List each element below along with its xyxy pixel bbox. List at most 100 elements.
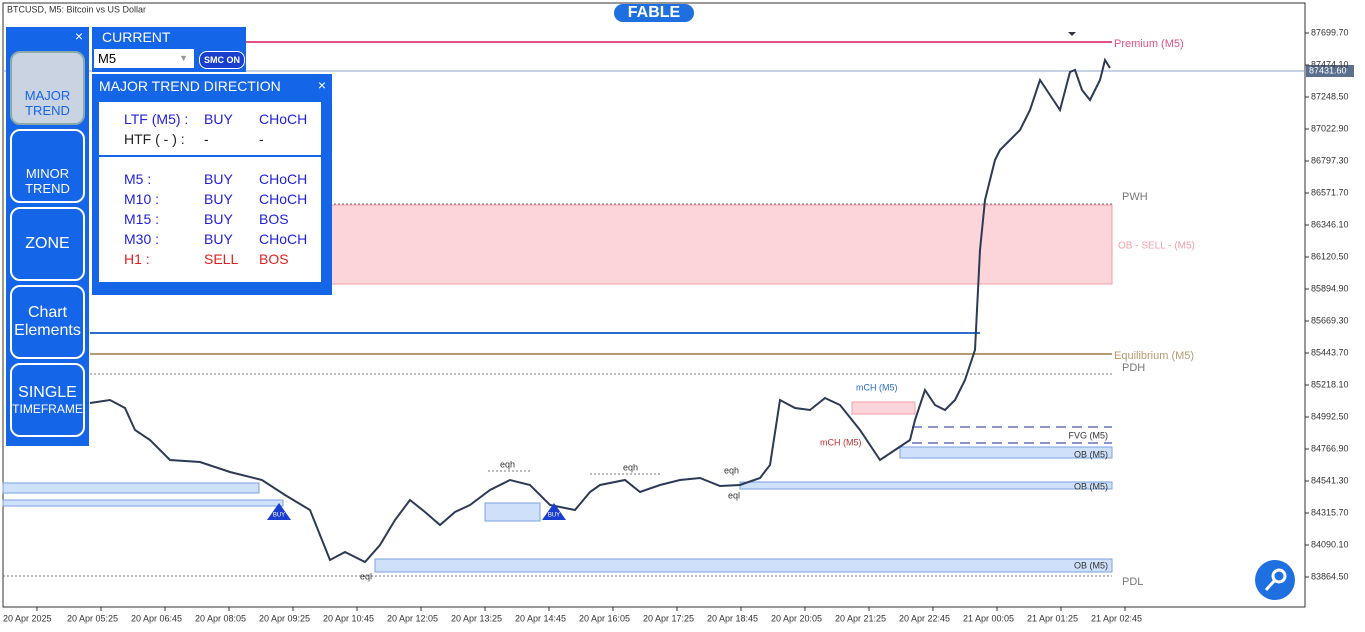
time-label: 20 Apr 05:25 — [67, 613, 118, 623]
menu-button[interactable]: MAJOR TREND — [10, 51, 85, 125]
close[interactable]: × — [317, 77, 326, 93]
buy-label: BUY — [273, 513, 285, 519]
time-label: 20 Apr 20:05 — [771, 613, 822, 623]
eqh-label: eqh — [623, 462, 638, 472]
price-label: 87248.50 — [1311, 91, 1349, 101]
ob-zone — [484, 502, 541, 522]
ob-zone — [374, 558, 1113, 573]
timeframe-select[interactable]: M5 ▼ — [94, 49, 194, 68]
pwh-label: PWH — [1122, 191, 1148, 203]
menu-button[interactable]: Chart Elements — [10, 285, 85, 359]
ob-zone — [899, 446, 1113, 459]
cell: BUY — [204, 191, 233, 207]
mch-label: mCH (M5) — [856, 382, 898, 392]
price-label: 84766.90 — [1311, 443, 1349, 453]
icon — [1271, 568, 1287, 584]
menu-text: TIMEFRAME — [12, 402, 83, 416]
ob-label: OB (M5) — [1074, 449, 1108, 459]
time-label: 20 Apr 2025 — [3, 613, 52, 623]
cell: BUY — [204, 171, 233, 187]
cell: BOS — [259, 211, 289, 227]
time-label: 21 Apr 01:25 — [1027, 613, 1078, 623]
time-label: 21 Apr 00:05 — [963, 613, 1014, 623]
ob-zone — [2, 499, 284, 507]
price-label: 84541.30 — [1311, 475, 1349, 485]
eqh-label: eqh — [500, 459, 515, 469]
price-label: 86797.30 — [1311, 155, 1349, 165]
brand: FABLE — [628, 4, 681, 21]
time-label: 20 Apr 08:05 — [195, 613, 246, 623]
trend-table: LTF (M5) : BUY CHoCH HTF ( - ) : - - M5 : BUY CH… — [99, 102, 321, 282]
cell: BOS — [259, 251, 289, 267]
side-menu: × MAJOR TREND MINOR TREND ZONE Chart Elements S… — [6, 27, 89, 446]
divider — [99, 155, 321, 157]
cell: LTF (M5) : — [124, 111, 189, 127]
cell: CHoCH — [259, 191, 308, 207]
price-label: 84992.50 — [1311, 411, 1349, 421]
pdl-label: PDL — [1122, 576, 1143, 588]
cell: M30 : — [124, 231, 160, 247]
panel-title: CURRENT — [102, 29, 171, 45]
menu-button[interactable]: SINGLE TIMEFRAME — [10, 363, 85, 437]
menu-button[interactable]: MINOR TREND — [10, 129, 85, 203]
eqh-label: eqh — [724, 465, 739, 475]
close[interactable]: × — [74, 28, 83, 44]
trend-panel: MAJOR TREND DIRECTION × LTF (M5) : BUY CHo… — [92, 74, 332, 295]
price-label: 87474.10 — [1311, 59, 1349, 69]
ob-zone — [739, 481, 1113, 490]
menu-text: TREND — [25, 181, 70, 196]
price-label: 87699.70 — [1311, 27, 1349, 37]
menu-text: Elements — [14, 322, 81, 339]
time-label: 20 Apr 18:45 — [707, 613, 758, 623]
price-path — [89, 57, 1111, 564]
equilibrium-label: Equilibrium (M5) — [1114, 350, 1194, 362]
ob-label: OB (M5) — [1074, 560, 1108, 570]
cell: BUY — [204, 211, 233, 227]
buy-marker — [267, 503, 291, 520]
eql-label: eql — [728, 490, 740, 500]
cell: BUY — [204, 231, 233, 247]
panel-title: MAJOR TREND DIRECTION — [99, 78, 281, 94]
time-label: 21 Apr 02:45 — [1091, 613, 1142, 623]
menu-text: MAJOR — [24, 88, 71, 103]
cell: M10 : — [124, 191, 160, 207]
timeframe: M5 — [98, 51, 117, 66]
menu-text: TREND — [25, 103, 70, 118]
cell: - — [259, 131, 264, 147]
current-panel: CURRENT M5 ▼ SMC ON — [92, 27, 246, 72]
time-label: 20 Apr 22:45 — [899, 613, 950, 623]
price-label: 86120.50 — [1311, 251, 1349, 261]
menu-text: MINOR — [25, 166, 70, 181]
price-label: 85669.30 — [1311, 315, 1349, 325]
time-label: 20 Apr 17:25 — [643, 613, 694, 623]
mch-label: mCH (M5) — [820, 437, 862, 447]
cell: - — [204, 131, 209, 147]
time-label: 20 Apr 13:25 — [451, 613, 502, 623]
cell: BUY — [204, 111, 233, 127]
price-label: 84315.70 — [1311, 507, 1349, 517]
eql-label: eql — [360, 571, 372, 581]
price-label: 85443.70 — [1311, 347, 1349, 357]
price-label: 84090.10 — [1311, 539, 1349, 549]
icon — [1264, 578, 1277, 592]
cell: CHoCH — [259, 111, 308, 127]
price-label: 85218.10 — [1311, 379, 1349, 389]
smc-toggle[interactable]: SMC ON — [199, 51, 245, 69]
menu-button[interactable]: ZONE — [10, 207, 85, 281]
price-tag — [1306, 65, 1354, 77]
time-label: 20 Apr 10:45 — [323, 613, 374, 623]
time-label: 20 Apr 06:45 — [131, 613, 182, 623]
cell: SELL — [204, 251, 239, 267]
pdh-label: PDH — [1122, 362, 1145, 374]
marker — [1068, 32, 1076, 36]
cell: H1 : — [124, 251, 150, 267]
ob-sell-zone — [329, 204, 1113, 285]
menu-text: ZONE — [25, 235, 70, 252]
fvg-label: FVG (M5) — [1069, 430, 1109, 440]
ob-label: OB (M5) — [1074, 481, 1108, 491]
brand-badge — [614, 4, 694, 22]
current-price: 87431.60 — [1309, 65, 1347, 75]
symbol: BTCUSD, M5: Bitcoin vs US Dollar — [7, 4, 146, 14]
time-label: 20 Apr 21:25 — [835, 613, 886, 623]
